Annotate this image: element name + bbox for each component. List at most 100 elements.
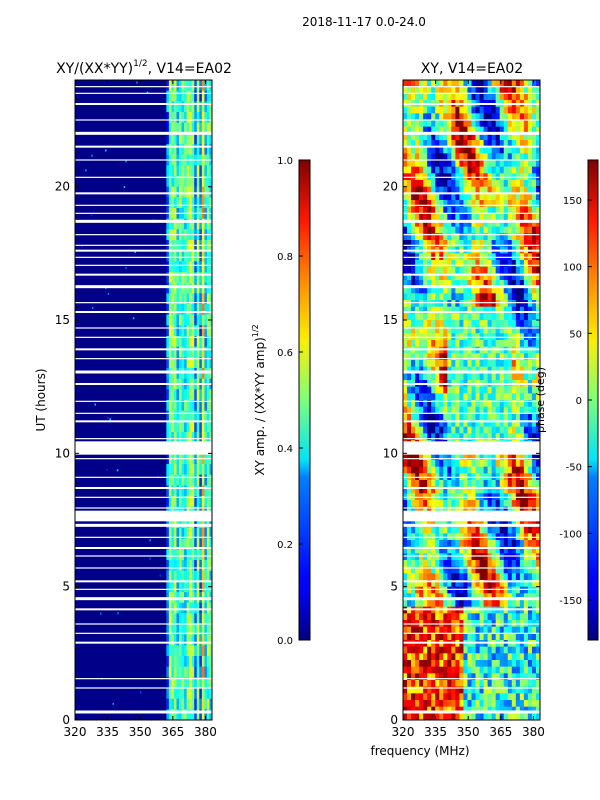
panel2-cell — [451, 420, 456, 428]
panel2-cell — [523, 133, 529, 141]
panel2-cell — [435, 133, 440, 141]
panel2-cell — [487, 666, 493, 674]
panel2-cell — [499, 293, 505, 301]
panel2-cell — [527, 400, 533, 408]
panel2-cell — [403, 340, 408, 348]
panel2-cell — [431, 306, 436, 314]
panel2-cell — [431, 706, 436, 714]
panel2-cell — [467, 206, 472, 214]
panel2-cell — [467, 273, 472, 281]
panel2-cell — [419, 386, 424, 394]
panel2-cell — [487, 280, 493, 288]
panel2-cell — [515, 166, 521, 174]
panel2-cell — [443, 93, 448, 101]
panel1-cell — [184, 400, 188, 412]
panel2-cell — [439, 340, 444, 348]
panel2-cell — [423, 306, 428, 314]
panel2-flagged-row — [403, 103, 540, 105]
panel2-cell — [475, 586, 480, 594]
panel2-cell — [435, 406, 440, 414]
panel2-cell — [531, 140, 537, 148]
panel2-cell — [455, 326, 460, 334]
panel2-cell — [431, 693, 436, 701]
panel2-cell — [443, 326, 448, 334]
panel1-cell — [184, 613, 188, 625]
panel1-cell — [168, 144, 172, 156]
panel1-cell — [204, 112, 208, 124]
panel2-cell — [451, 80, 456, 88]
panel1-cell — [168, 709, 172, 720]
panel1-cell — [196, 314, 200, 326]
panel2-cell — [443, 360, 448, 368]
panel2-cell — [411, 206, 416, 214]
panel2-cell — [495, 153, 501, 161]
panel2-cell — [415, 573, 420, 581]
panel2-cell — [411, 93, 416, 101]
panel2-cell — [411, 340, 416, 348]
panel2-cell — [459, 306, 464, 314]
panel2-cell — [411, 200, 416, 208]
panel2-cell — [403, 713, 408, 720]
panel2-cell — [491, 560, 497, 568]
panel2-cell — [415, 326, 420, 334]
panel2-cell — [415, 700, 420, 708]
panel2-cell — [459, 413, 464, 421]
panel2-cell — [515, 546, 521, 554]
panel2-cell — [459, 500, 464, 508]
panel1-cell — [209, 101, 212, 113]
panel2-cell — [499, 413, 505, 421]
panel2-cell — [403, 660, 408, 668]
panel1-flagged-row — [75, 370, 212, 374]
panel1-cell — [171, 314, 175, 326]
panel1-cell — [171, 389, 175, 401]
panel2-cell — [435, 340, 440, 348]
panel1-cell — [168, 80, 172, 92]
panel2-cell — [455, 433, 460, 441]
panel2-cell — [407, 293, 412, 301]
panel2-cell — [483, 460, 489, 468]
panel2-cell — [443, 266, 448, 274]
panel1-cell — [204, 421, 208, 433]
panel2-cell — [495, 566, 501, 574]
panel2-cell — [531, 453, 537, 461]
panel1-cell — [186, 624, 190, 636]
panel2-cell — [463, 560, 468, 568]
panel1-cell — [204, 218, 208, 230]
panel2-cell — [515, 560, 521, 568]
panel2-cell — [455, 166, 460, 174]
panel2-cell — [439, 260, 444, 268]
panel1-cell — [176, 421, 180, 433]
panel2-cell — [415, 120, 420, 128]
panel1-cell — [168, 389, 172, 401]
panel2-cell — [479, 393, 484, 401]
panel2-cell — [447, 393, 452, 401]
panel2-cell — [499, 646, 505, 654]
panel2-cell — [439, 373, 444, 381]
panel2-cell — [431, 166, 436, 174]
panel1-cell — [186, 176, 190, 188]
panel2-cell — [411, 553, 416, 561]
panel2-cell — [459, 353, 464, 361]
panel1-speckle — [104, 149, 107, 152]
panel2-cell — [483, 340, 489, 348]
panel2-cell — [483, 240, 489, 248]
panel2-cell — [523, 406, 529, 414]
panel1-flagged-row — [75, 204, 212, 206]
panel2-cell — [403, 413, 408, 421]
panel2-cell — [431, 186, 436, 194]
panel1-speckle — [90, 214, 93, 217]
panel1-cell — [204, 410, 208, 422]
panel2-cell — [443, 500, 448, 508]
panel2-cell — [515, 520, 521, 528]
panel2-cell — [491, 280, 497, 288]
panel1-cell — [168, 528, 172, 540]
panel2-cell — [519, 220, 525, 228]
panel2-cell — [443, 286, 448, 294]
panel1-cell — [189, 261, 193, 273]
panel2-cell — [407, 360, 412, 368]
panel2-cell — [527, 653, 533, 661]
panel2-cell — [483, 146, 489, 154]
panel2-cell — [447, 273, 452, 281]
panel1-cell — [196, 474, 200, 486]
panel2-cell — [483, 373, 489, 381]
